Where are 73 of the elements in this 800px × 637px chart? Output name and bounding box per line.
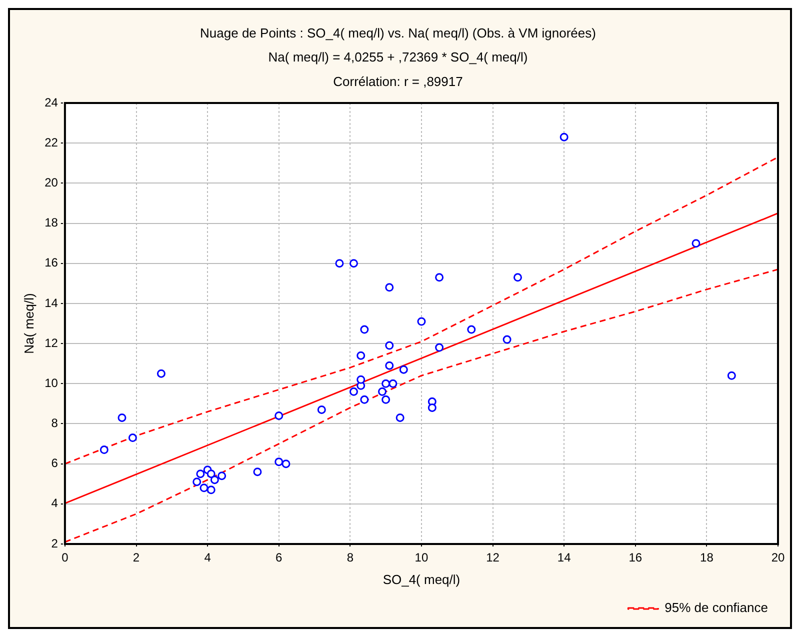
point — [206, 486, 216, 494]
point — [385, 361, 394, 370]
point — [360, 395, 369, 404]
point — [396, 413, 404, 422]
x-tick-label: 10 — [414, 550, 428, 565]
point — [388, 379, 398, 388]
y-tick-label: 6 — [51, 456, 58, 470]
point — [156, 369, 166, 378]
point — [360, 325, 369, 334]
x-tick-label: 2 — [132, 550, 140, 565]
x-tick-label: 6 — [276, 550, 283, 565]
y-tick-label: 20 — [44, 175, 58, 190]
x-tick-label: 16 — [628, 550, 642, 565]
point — [428, 403, 436, 412]
point — [385, 341, 394, 350]
point — [560, 132, 568, 142]
point — [349, 259, 358, 268]
point — [206, 470, 216, 478]
chart-title: Nuage de Points : SO_4( meq/l) vs. Na( meq/l) (Obs. à VM ignorées) — [200, 25, 596, 40]
x-tick-label: 4 — [204, 550, 212, 565]
point — [417, 317, 426, 326]
point — [335, 259, 344, 268]
point — [727, 371, 736, 380]
point — [502, 335, 512, 344]
y-tick-label: 2 — [51, 536, 58, 550]
chart-subtitle: Na( meq/l) = 4,0255 + ,72369 * SO_4( meq/l) — [268, 50, 528, 65]
point — [253, 468, 262, 476]
x-tick-label: 14 — [557, 550, 572, 565]
point — [513, 273, 522, 282]
point — [210, 476, 219, 484]
point — [218, 472, 226, 480]
y-tick-label: 8 — [51, 416, 58, 430]
y-tick-label: 4 — [51, 496, 58, 510]
point — [282, 460, 290, 468]
point — [274, 458, 284, 466]
point — [317, 405, 326, 414]
point — [385, 283, 394, 292]
point — [349, 387, 358, 396]
x-tick-label: 12 — [486, 550, 500, 565]
point — [692, 239, 700, 248]
point — [200, 484, 208, 492]
point — [274, 411, 284, 420]
point — [356, 351, 366, 360]
x-tick-label: 0 — [62, 550, 69, 565]
point — [192, 478, 202, 486]
line-series — [64, 156, 778, 465]
x-tick-label: 18 — [700, 550, 714, 565]
line-series — [64, 268, 778, 543]
point — [435, 273, 444, 282]
point — [378, 387, 387, 396]
point — [467, 325, 476, 334]
point — [100, 446, 108, 454]
point — [196, 470, 205, 478]
point — [128, 434, 137, 442]
y-tick-label: 22 — [44, 135, 58, 150]
x-axis-title: SO_4( meq/l) — [382, 572, 460, 587]
y-tick-label: 16 — [44, 256, 58, 270]
point — [118, 413, 126, 422]
y-tick-label: 24 — [44, 95, 58, 110]
point — [382, 395, 390, 404]
y-tick-label: 14 — [44, 296, 58, 310]
point — [435, 343, 444, 352]
legend-label: 95% de confiance — [664, 600, 768, 616]
y-tick-label: 18 — [44, 216, 58, 230]
y-tick-label: 12 — [44, 336, 58, 350]
x-tick-label: 8 — [346, 550, 354, 565]
text: Corrélation: r = ,89917 — [333, 74, 463, 90]
y-axis-title: Na( meq/l) — [21, 293, 36, 354]
point — [382, 379, 390, 388]
x-tick-label: 20 — [771, 550, 785, 565]
y-tick-label: 10 — [44, 376, 58, 390]
point — [399, 365, 408, 374]
point — [356, 375, 366, 384]
